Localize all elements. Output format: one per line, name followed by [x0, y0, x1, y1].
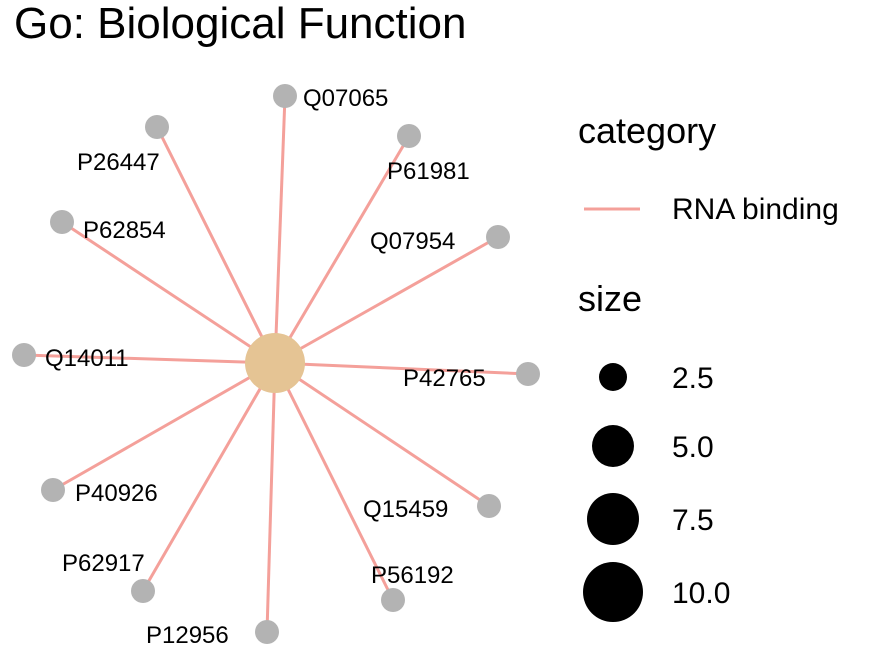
center-node-rna-binding [245, 333, 305, 393]
legend-category-label: RNA binding [672, 193, 839, 226]
node-q15459 [477, 494, 501, 518]
edge-p26447 [155, 126, 277, 364]
node-label-p12956: P12956 [146, 622, 229, 649]
node-label-p62854: P62854 [83, 217, 166, 244]
edge-p56192 [273, 362, 395, 601]
node-p62917 [131, 579, 155, 603]
edge-p62917 [141, 362, 277, 592]
legend-size-title: size [578, 278, 642, 319]
legend-size-dot [592, 425, 634, 467]
node-label-q15459: Q15459 [363, 496, 448, 523]
chart-title: Go: Biological Function [14, 0, 466, 48]
legend: category RNA binding size 2.5 5.0 7.5 10.0 [578, 110, 839, 622]
node-label-p42765: P42765 [403, 365, 486, 392]
node-label-p40926: P40926 [75, 480, 158, 507]
edges-layer [23, 95, 529, 633]
node-label-p62917: P62917 [62, 550, 145, 577]
legend-size-label: 7.5 [672, 504, 714, 537]
node-label-p56192: P56192 [371, 562, 454, 589]
edge-p62854 [61, 220, 276, 365]
legend-size-dot [583, 562, 643, 622]
edge-p40926 [52, 361, 276, 492]
node-p40926 [41, 478, 65, 502]
nodes-layer [12, 84, 540, 644]
legend-size-dot [599, 363, 627, 391]
legend-size-label: 5.0 [672, 431, 714, 464]
legend-size-label: 10.0 [672, 577, 730, 610]
node-label-p61981: P61981 [387, 158, 470, 185]
node-p42765 [516, 362, 540, 386]
node-label-q07954: Q07954 [370, 228, 455, 255]
node-p12956 [255, 620, 279, 644]
edge-p42765 [274, 361, 529, 376]
legend-size-items: 2.5 5.0 7.5 10.0 [583, 362, 730, 622]
node-p61981 [397, 124, 421, 148]
edge-p61981 [273, 135, 411, 364]
edge-q07065 [273, 95, 287, 364]
node-p56192 [381, 588, 405, 612]
legend-size-dot [587, 493, 639, 545]
node-label-q07065: Q07065 [303, 85, 388, 112]
node-label-p26447: P26447 [77, 149, 160, 176]
legend-size-label: 2.5 [672, 362, 714, 395]
node-q07954 [486, 225, 510, 249]
node-q07065 [273, 84, 297, 108]
edge-p12956 [265, 362, 277, 633]
node-p26447 [145, 115, 169, 139]
labels-layer: Q07065 P26447 P61981 P62854 Q07954 Q14011 P427… [45, 85, 486, 649]
node-p62854 [50, 210, 74, 234]
edge-q14011 [23, 353, 276, 365]
node-label-q14011: Q14011 [45, 345, 129, 372]
edge-q15459 [274, 361, 490, 508]
legend-category-title: category [578, 110, 716, 151]
edge-q07954 [274, 235, 499, 365]
node-q14011 [12, 343, 36, 367]
